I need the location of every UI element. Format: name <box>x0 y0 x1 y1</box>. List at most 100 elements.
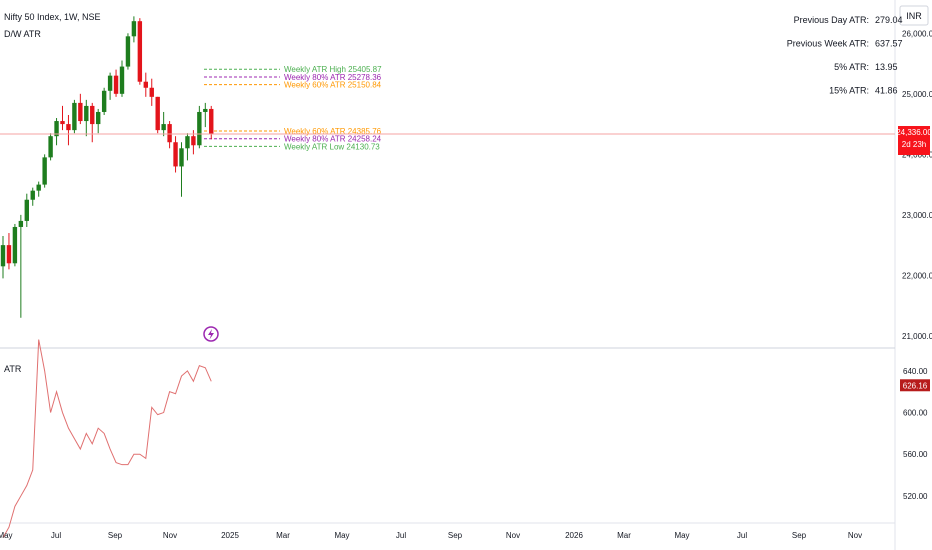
symbol-title[interactable]: Nifty 50 Index, 1W, NSE <box>4 12 101 22</box>
lightning-icon[interactable] <box>203 326 219 342</box>
time-tick-label: Sep <box>792 531 807 540</box>
candle <box>60 105 65 131</box>
candle-body <box>96 111 101 125</box>
atr-level: Weekly 80% ATR 25278.36 <box>204 73 382 82</box>
candle-body <box>36 184 41 191</box>
candle-body <box>12 226 18 264</box>
candle-body <box>30 190 35 200</box>
atr-level-label: Weekly 60% ATR 25150.84 <box>284 81 382 90</box>
atr-level-label: Weekly ATR High 25405.87 <box>284 65 382 74</box>
time-tick-label: Sep <box>448 531 463 540</box>
candle-body <box>24 199 29 221</box>
candle <box>119 60 125 97</box>
time-tick-label: May <box>334 531 349 540</box>
candle-body <box>167 124 172 143</box>
currency-label: INR <box>906 11 922 21</box>
currency-button[interactable] <box>899 5 929 26</box>
candle <box>113 69 119 97</box>
candle-body <box>78 102 83 122</box>
candle <box>84 99 89 137</box>
candle-body <box>54 121 59 137</box>
time-tick-label: Sep <box>108 531 123 540</box>
atr-pane-title[interactable]: ATR <box>4 364 22 374</box>
price-tick-label: 21,000.00 <box>902 332 932 341</box>
candle <box>101 87 107 115</box>
candle-body <box>42 157 47 185</box>
candle-body <box>137 21 143 82</box>
atr-level-label: Weekly 80% ATR 25278.36 <box>284 73 382 82</box>
atr-info-table: Previous Day ATR: 279.04 Previous Week ATR… <box>787 15 903 96</box>
atr-level-label: Weekly ATR Low 24130.73 <box>284 142 380 151</box>
candle-body <box>18 220 24 227</box>
candle-body <box>60 121 65 125</box>
candle <box>72 99 77 134</box>
atr-current-value: 626.16 <box>903 381 928 390</box>
indicator-title[interactable]: D/W ATR <box>4 29 41 39</box>
atr-value-badge: 626.16 <box>900 379 930 392</box>
time-axis[interactable]: May Jul Sep Nov 2025 Mar May Jul Sep Nov 2026 Mar Ma… <box>0 531 862 540</box>
atr-axis[interactable]: 640.00 600.00 560.00 520.00 <box>903 367 928 501</box>
candle <box>96 108 101 134</box>
price-tick-label: 26,000.00 <box>902 29 932 38</box>
atr-level-label: Weekly 60% ATR 24385.76 <box>284 127 382 136</box>
candle-body <box>66 124 71 131</box>
candle-body <box>185 136 190 149</box>
candle <box>155 96 160 134</box>
info-label: Previous Week ATR: <box>787 39 869 49</box>
info-value: 13.95 <box>875 62 898 72</box>
time-tick-label: Nov <box>163 531 177 540</box>
candle-body <box>90 105 95 125</box>
atr-series-line <box>2 339 212 538</box>
candle <box>203 102 208 128</box>
candle <box>54 118 59 146</box>
time-tick-label: 2025 <box>221 531 239 540</box>
candle <box>24 193 29 227</box>
price-axis[interactable]: 26,000.0025,000.0024,000.0023,000.0022,0… <box>902 29 932 341</box>
info-label: Previous Day ATR: <box>794 15 869 25</box>
candle <box>18 214 24 318</box>
atr-tick-label: 600.00 <box>903 409 928 418</box>
info-value: 279.04 <box>875 15 903 25</box>
candle <box>197 105 202 149</box>
candle <box>12 223 18 267</box>
candle <box>90 102 95 143</box>
candle <box>30 187 35 206</box>
candle-body <box>197 111 202 146</box>
info-label: 15% ATR: <box>829 86 869 96</box>
candle <box>185 133 190 161</box>
candle-body <box>72 102 77 131</box>
atr-tick-label: 560.00 <box>903 450 928 459</box>
time-tick-label: Mar <box>276 531 290 540</box>
time-tick-label: 2026 <box>565 531 583 540</box>
candle <box>149 78 154 106</box>
time-tick-label: Jul <box>396 531 406 540</box>
candle <box>107 72 113 100</box>
candle-body <box>131 21 137 37</box>
time-tick-label: May <box>0 531 13 540</box>
time-tick-label: Nov <box>506 531 520 540</box>
info-label: 5% ATR: <box>834 62 869 72</box>
candle-body <box>125 36 131 67</box>
atr-level: Weekly ATR Low 24130.73 <box>204 142 380 151</box>
candle <box>131 16 137 43</box>
atr-level-label: Weekly 80% ATR 24258.24 <box>284 135 382 144</box>
candle <box>78 93 83 125</box>
candle <box>42 154 47 188</box>
candle-body <box>155 96 160 131</box>
candle <box>137 18 143 85</box>
candle-body <box>6 245 12 264</box>
candle-body <box>107 75 113 91</box>
candle <box>143 72 148 97</box>
time-tick-label: Nov <box>848 531 862 540</box>
candle-body <box>161 124 166 131</box>
candle <box>48 133 53 161</box>
atr-level: Weekly 60% ATR 24385.76 <box>204 127 382 136</box>
time-tick-label: May <box>674 531 689 540</box>
candle-body <box>101 90 107 112</box>
time-tick-label: Jul <box>51 531 61 540</box>
candle-body <box>191 136 196 146</box>
candle <box>66 115 71 146</box>
candle <box>167 121 172 149</box>
candle <box>161 111 166 137</box>
